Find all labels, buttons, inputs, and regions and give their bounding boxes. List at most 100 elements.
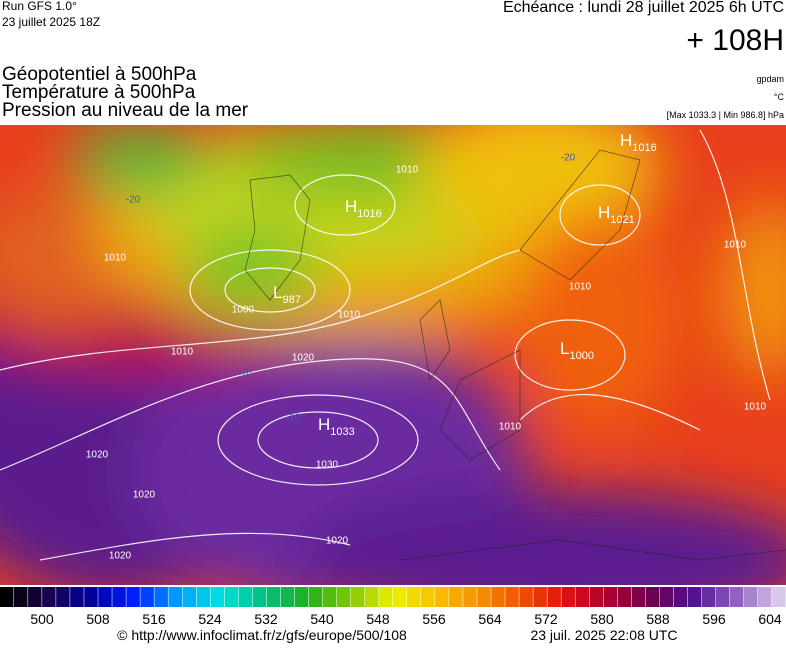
colorbar-swatch	[14, 587, 28, 607]
colorbar-swatch	[98, 587, 112, 607]
center-kind: H	[318, 415, 330, 434]
pressure-center: H1016	[345, 197, 382, 220]
colorbar-swatch	[56, 587, 70, 607]
isobar-label: 1020	[326, 536, 349, 547]
generated: 23 juil. 2025 22:08 UTC	[530, 627, 677, 643]
colorbar-swatch	[140, 587, 154, 607]
lead-time: + 108H	[686, 24, 784, 57]
field-name: Géopotentiel à 500hPa	[2, 64, 197, 85]
temperature-label: -10	[286, 413, 301, 424]
isobar-label: 1020	[292, 353, 315, 364]
colorbar-label: 572	[534, 611, 558, 627]
colorbar-swatch	[673, 587, 688, 607]
colorbar-label: 580	[590, 611, 614, 627]
colorbar-swatch	[491, 587, 505, 607]
isobar-label: 1020	[86, 450, 109, 461]
run-date: 23 juillet 2025 18Z	[2, 15, 100, 29]
colorbar-label: 500	[30, 611, 54, 627]
isobar-label: 1010	[499, 422, 522, 433]
colorbar-swatch	[70, 587, 84, 607]
colorbar-swatch	[393, 587, 407, 607]
colorbar: 500 508 516 524 532 540 548 556 564 572 580 588 596 6…	[0, 587, 786, 627]
colorbar-swatch	[336, 587, 351, 607]
colorbar-swatch	[42, 587, 56, 607]
colorbar-label: 524	[198, 611, 222, 627]
isobar-label: 1010	[569, 282, 592, 293]
center-value: 1016	[632, 142, 656, 154]
colorbar-swatch	[561, 587, 575, 607]
colorbar-swatch	[126, 587, 140, 607]
pressure-center: L987	[273, 283, 301, 306]
colorbar-label: 564	[478, 611, 502, 627]
colorbar-swatch	[687, 587, 702, 607]
colorbar-label: 532	[254, 611, 278, 627]
center-kind: H	[345, 197, 357, 216]
field-unit: gpdam	[756, 74, 784, 84]
colorbar-swatch	[435, 587, 449, 607]
colorbar-swatch	[547, 587, 561, 607]
temperature-label: -20	[561, 153, 576, 164]
isobar-label: 1030	[316, 460, 339, 471]
isobar-label: 1010	[338, 310, 361, 321]
temperature-label: -10	[238, 370, 253, 381]
colorbar-label: 540	[310, 611, 334, 627]
colorbar-swatch	[0, 587, 14, 607]
colorbar-swatch	[575, 587, 589, 607]
colorbar-swatch	[308, 587, 323, 607]
colorbar-swatch	[322, 587, 337, 607]
colorbar-swatch	[378, 587, 393, 607]
pressure-center: H1021	[598, 203, 635, 226]
colorbar-swatch	[280, 587, 295, 607]
run: Run GFS 1.0°	[2, 0, 77, 13]
colorbar-swatch	[294, 587, 309, 607]
center-kind: L	[560, 339, 569, 358]
colorbar-swatch	[350, 587, 365, 607]
field-name: Pression au niveau de la mer	[2, 100, 249, 121]
colorbar-label: 516	[142, 611, 166, 627]
field-name: Température à 500hPa	[2, 82, 196, 103]
colorbar-swatch	[701, 587, 716, 607]
colorbar-swatch	[28, 587, 42, 607]
colorbar-swatch	[252, 587, 267, 607]
colorbar-swatch	[589, 587, 604, 607]
center-kind: H	[598, 203, 610, 222]
colorbar-label: 596	[702, 611, 726, 627]
colorbar-swatch	[210, 587, 225, 607]
colorbar-swatch	[168, 587, 182, 607]
colorbar-label: 548	[366, 611, 390, 627]
colorbar-swatch	[715, 587, 730, 607]
map: H1033L987H1021L1000H1016H101610101000101…	[0, 125, 786, 585]
colorbar-label: 556	[422, 611, 446, 627]
field-unit: °C	[774, 92, 785, 102]
colorbar-swatch	[238, 587, 253, 607]
center-kind: L	[273, 283, 282, 302]
colorbar-swatch	[505, 587, 519, 607]
colorbar-swatch	[266, 587, 281, 607]
colorbar-swatch	[154, 587, 168, 607]
valid-time: Echéance : lundi 28 juillet 2025 6h UTC	[503, 0, 784, 16]
colorbar-swatch	[729, 587, 744, 607]
colorbar-swatch	[533, 587, 547, 607]
colorbar-swatch	[631, 587, 646, 607]
colorbar-swatch	[421, 587, 435, 607]
colorbar-swatch	[196, 587, 211, 607]
isobar-label: 1020	[133, 490, 156, 501]
colorbar-swatch	[757, 587, 772, 607]
colorbar-swatch	[771, 587, 786, 607]
temperature-label: -20	[126, 195, 141, 206]
isobar-label: 1000	[232, 305, 255, 316]
colorbar-label: 604	[758, 611, 782, 627]
pressure-center: H1016	[620, 131, 657, 154]
center-value: 1000	[569, 350, 593, 362]
colorbar-swatch	[407, 587, 421, 607]
colorbar-label: 508	[86, 611, 110, 627]
center-value: 1021	[610, 214, 634, 226]
colorbar-swatch	[477, 587, 491, 607]
colorbar-swatch	[84, 587, 98, 607]
center-value: 987	[282, 294, 300, 306]
colorbar-swatch	[645, 587, 660, 607]
isobar-label: 1010	[744, 402, 767, 413]
pressure-center: L1000	[560, 339, 594, 362]
center-value: 1016	[357, 208, 381, 220]
